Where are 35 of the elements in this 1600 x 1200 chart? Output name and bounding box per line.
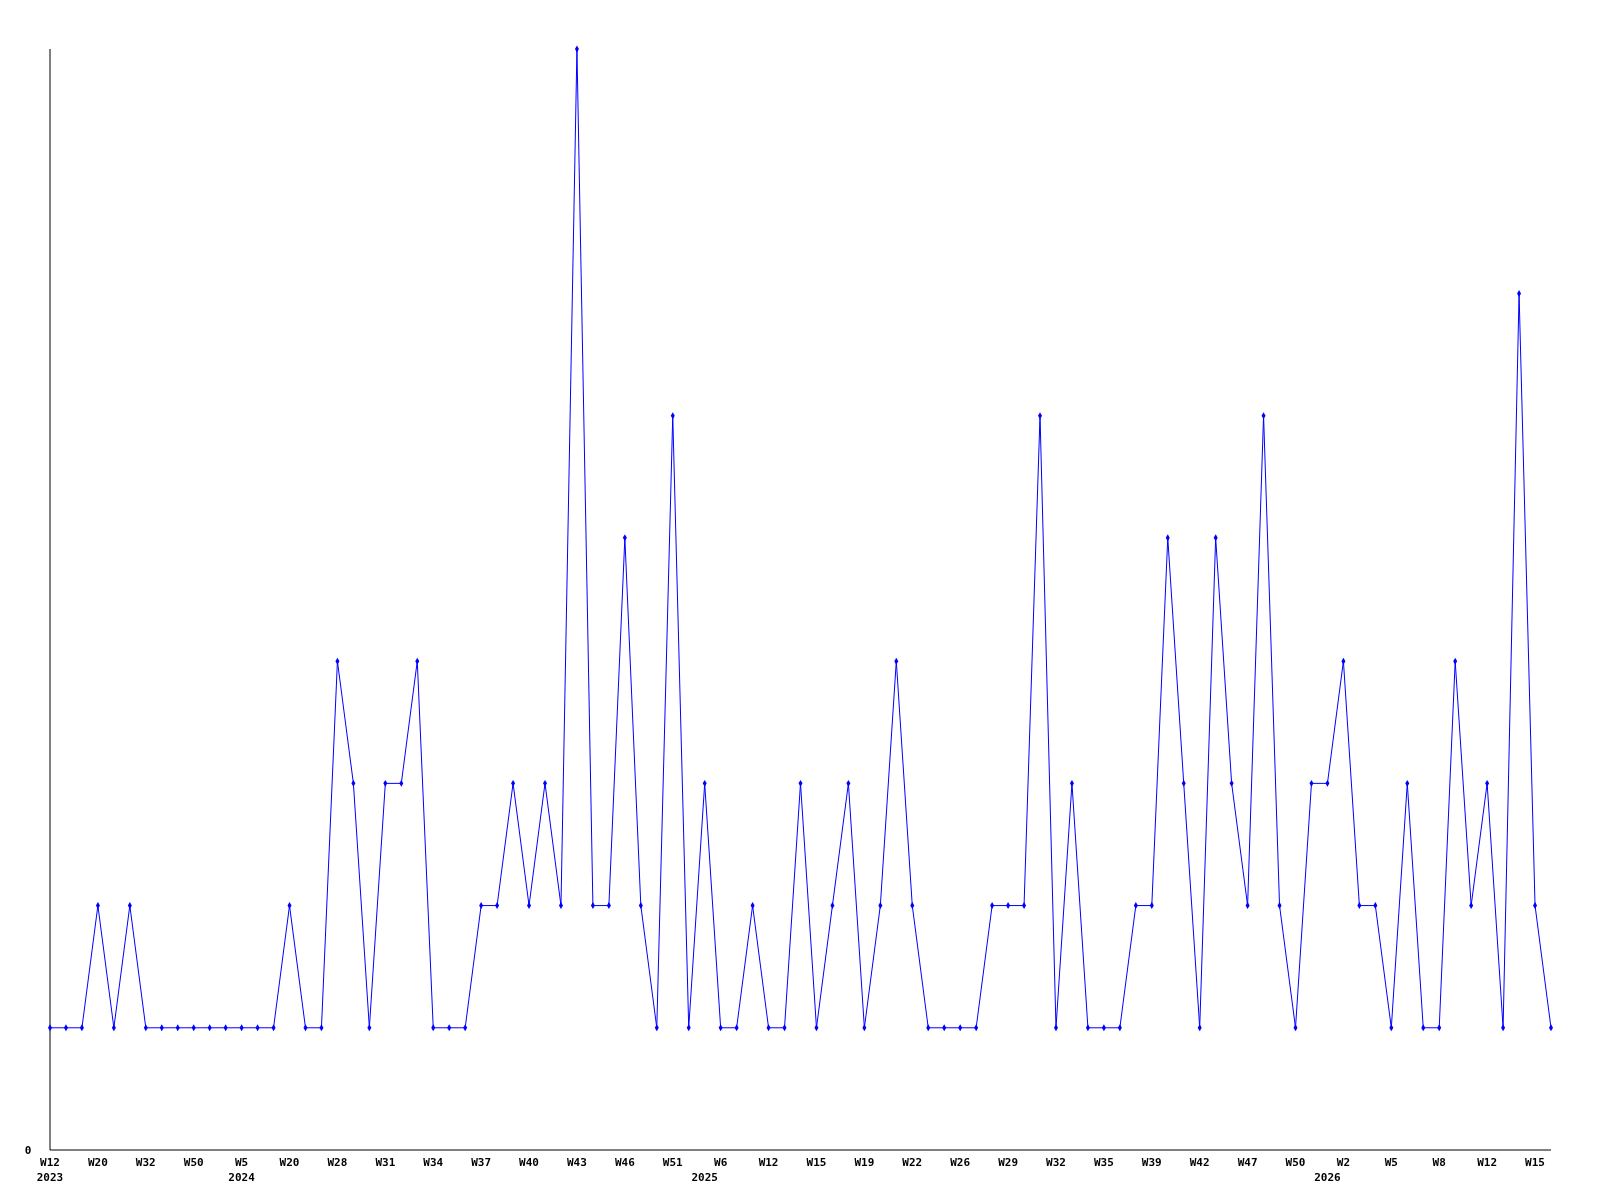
x-tick-label: 2026 [1314, 1171, 1342, 1184]
x-tick-label: W32 [135, 1156, 156, 1169]
x-tick-label: W50 [183, 1156, 204, 1169]
x-tick-label: W42 [1189, 1156, 1210, 1169]
x-tick-label: W28 [327, 1156, 348, 1169]
x-tick-label: W19 [854, 1156, 875, 1169]
x-tick-label: W20 [279, 1156, 300, 1169]
x-tick-label: W29 [998, 1156, 1019, 1169]
x-tick-label: W5 2024 [228, 1156, 256, 1184]
x-tick-label: W32 [1046, 1156, 1066, 1169]
x-tick-label: W35 [1093, 1156, 1114, 1169]
x-tick-label: W37 [471, 1156, 492, 1169]
x-tick-label: W12 2023 [36, 1156, 64, 1184]
x-tick-label: W6 [714, 1156, 728, 1169]
x-tick-label: W15 [1525, 1156, 1545, 1169]
x-tick-label: W40 [519, 1156, 539, 1169]
x-tick-label: W43 [567, 1156, 587, 1169]
x-tick-label: W5 [1384, 1156, 1398, 1169]
x-tick-label: W31 [375, 1156, 396, 1169]
x-tick-label: W39 [1141, 1156, 1162, 1169]
text: 0 [24, 1144, 32, 1157]
x-tick-label: W15 [806, 1156, 827, 1169]
x-tick-label: W12 [758, 1156, 779, 1169]
x-tick-label: W22 [902, 1156, 923, 1169]
x-tick-label: W8 [1432, 1156, 1446, 1169]
x-tick-label: W47 [1237, 1156, 1258, 1169]
x-tick-label: W51 [662, 1156, 684, 1169]
x-tick-label: W2 [1336, 1156, 1351, 1169]
x-tick-label: W12 [1477, 1156, 1498, 1169]
x-tick-label: W50 [1285, 1156, 1306, 1169]
x-tick-label: W46 [614, 1156, 636, 1169]
x-tick-label: W34 [423, 1156, 444, 1169]
x-tick-label: 2025 [691, 1171, 718, 1184]
x-tick-label: W26 [950, 1156, 971, 1169]
x-tick-label: W20 [87, 1156, 108, 1169]
